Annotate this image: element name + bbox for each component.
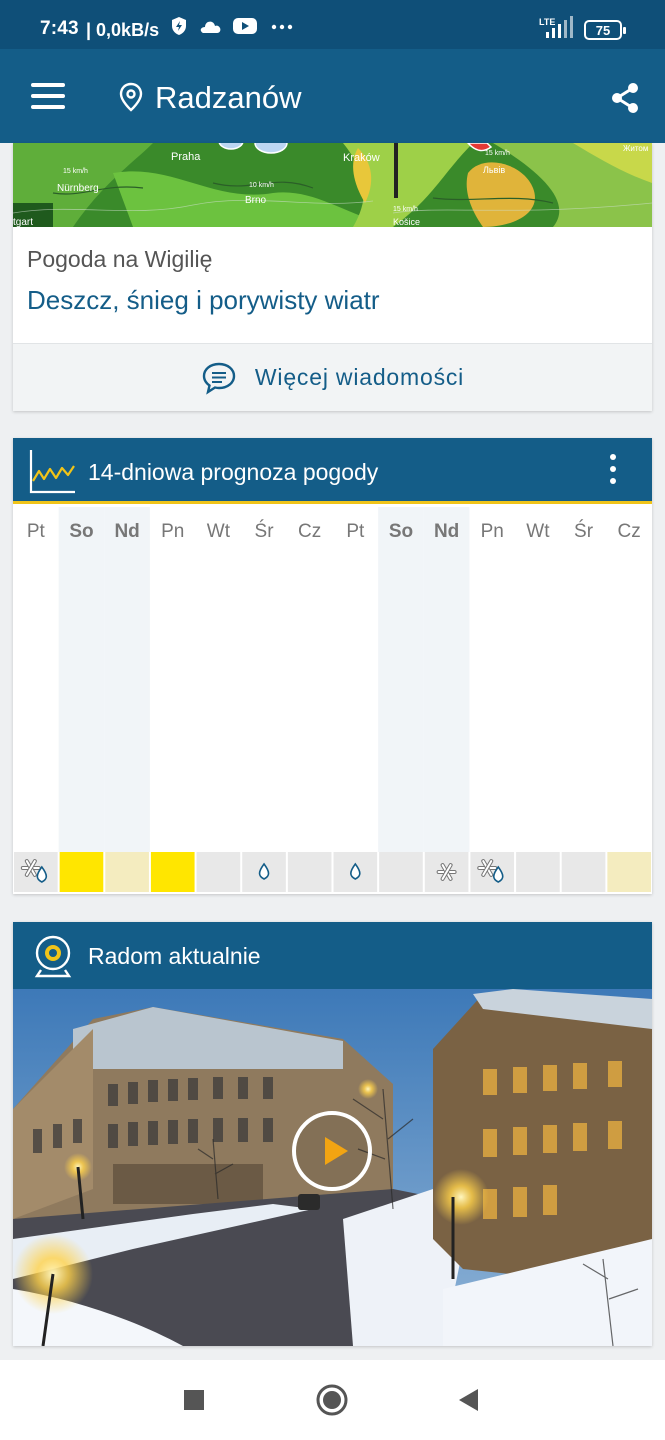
day-label: So [69, 521, 93, 542]
map-label: 10 km/h [249, 182, 274, 189]
news-headline[interactable]: Deszcz, śnieg i porywisty wiatr [27, 285, 380, 315]
day-label: Pt [27, 521, 46, 542]
map-label: Житом [623, 144, 648, 153]
chat-bubble-icon [202, 362, 236, 395]
webcam-header: Radom aktualnie [13, 922, 652, 989]
data-saver-icon [172, 17, 186, 35]
day-label: Wt [207, 521, 231, 542]
condition-cell [59, 852, 104, 892]
radar-map-image[interactable]: Praha Kraków Nürnberg Brno Košice Львів … [13, 143, 652, 227]
snowflake-icon [477, 859, 498, 877]
map-label: Kraków [343, 152, 380, 164]
webcam-card[interactable]: Radom aktualnie [13, 922, 652, 1346]
weekend-column [104, 507, 150, 852]
rain-drop-icon [350, 862, 361, 880]
day-label: Śr [574, 520, 594, 542]
overflow-menu-icon[interactable] [610, 454, 618, 490]
forecast-title: 14-dniowa prognoza pogody [88, 459, 379, 485]
battery-icon: 75 [584, 20, 626, 40]
rain-drop-icon [36, 865, 48, 883]
weekend-column [378, 507, 424, 852]
condition-cell [105, 852, 149, 892]
map-label: Львів [483, 165, 505, 175]
status-time: 7:43 [40, 18, 79, 39]
snowflake-icon [436, 863, 457, 881]
more-news-label: Więcej wiadomości [254, 364, 465, 390]
day-label: Nd [434, 521, 459, 542]
status-speed: | 0,0kB/s [86, 20, 160, 40]
map-label: Brno [245, 195, 267, 206]
map-label: Nürnberg [57, 183, 99, 194]
day-label: Pn [161, 521, 184, 542]
snowflake-icon [20, 859, 41, 877]
rain-drop-icon [258, 862, 270, 880]
map-label: Košice [393, 217, 420, 227]
condition-cell [14, 852, 58, 892]
condition-cell [607, 852, 651, 892]
map-label: 15 km/h [63, 168, 88, 175]
forecast-chart: PtSoNdPnWtŚrCzPtSoNdPnWtŚrCz3-4-3-3-2136… [14, 507, 651, 892]
news-kicker: Pogoda na Wigilię [27, 246, 213, 272]
condition-cell [516, 852, 560, 892]
recents-square-icon[interactable] [182, 1384, 206, 1416]
map-label: 15 km/h [393, 206, 418, 213]
condition-cell [196, 852, 241, 892]
location-pin-icon [119, 82, 143, 112]
app-bar: Radzanów [0, 49, 665, 143]
forecast-card: 14-dniowa prognoza pogody Pt So Nd Pn Wt Śr Cz… [13, 438, 652, 894]
day-label: So [389, 521, 413, 542]
youtube-icon [233, 18, 257, 34]
map-label: 15 km/h [485, 150, 510, 157]
rain-drop-icon [492, 865, 504, 883]
forecast-header: 14-dniowa prognoza pogody [13, 438, 652, 504]
day-label: Wt [526, 521, 550, 542]
signal-icon [546, 16, 573, 38]
webcam-title: Radom aktualnie [88, 943, 261, 969]
play-icon [325, 1137, 348, 1165]
weekend-column [58, 507, 105, 852]
more-news-button[interactable]: Więcej wiadomości [13, 343, 652, 411]
more-dots-icon [271, 24, 293, 30]
home-circle-icon[interactable] [315, 1384, 349, 1416]
cloud-icon [200, 21, 221, 33]
battery-level: 75 [595, 22, 611, 38]
day-label: Cz [618, 521, 641, 542]
status-icons [170, 14, 294, 38]
day-label: Nd [114, 521, 139, 542]
day-label: Cz [298, 521, 321, 542]
system-nav-bar [0, 1360, 665, 1440]
network-type: LTE [539, 17, 556, 27]
news-card[interactable]: Praha Kraków Nürnberg Brno Košice Львів … [13, 143, 652, 411]
day-label: Śr [255, 520, 275, 542]
condition-cell [150, 852, 195, 892]
menu-icon[interactable] [31, 83, 65, 109]
chart-line-icon [29, 450, 75, 494]
back-triangle-icon[interactable] [456, 1384, 480, 1416]
map-label: tgart [13, 217, 33, 227]
webcam-icon [34, 935, 72, 978]
share-icon[interactable] [610, 82, 640, 114]
day-label: Pn [481, 521, 504, 542]
weekend-column [423, 507, 470, 852]
map-label: Praha [171, 151, 201, 163]
condition-cell [287, 852, 332, 892]
condition-cell [379, 852, 423, 892]
day-label: Pt [346, 521, 365, 542]
location-title[interactable]: Radzanów [155, 80, 302, 115]
play-button[interactable] [292, 1111, 372, 1191]
condition-cell [470, 852, 515, 892]
status-bar: 7:43 | 0,0kB/s LTE 75 [0, 0, 665, 49]
condition-cell [561, 852, 606, 892]
